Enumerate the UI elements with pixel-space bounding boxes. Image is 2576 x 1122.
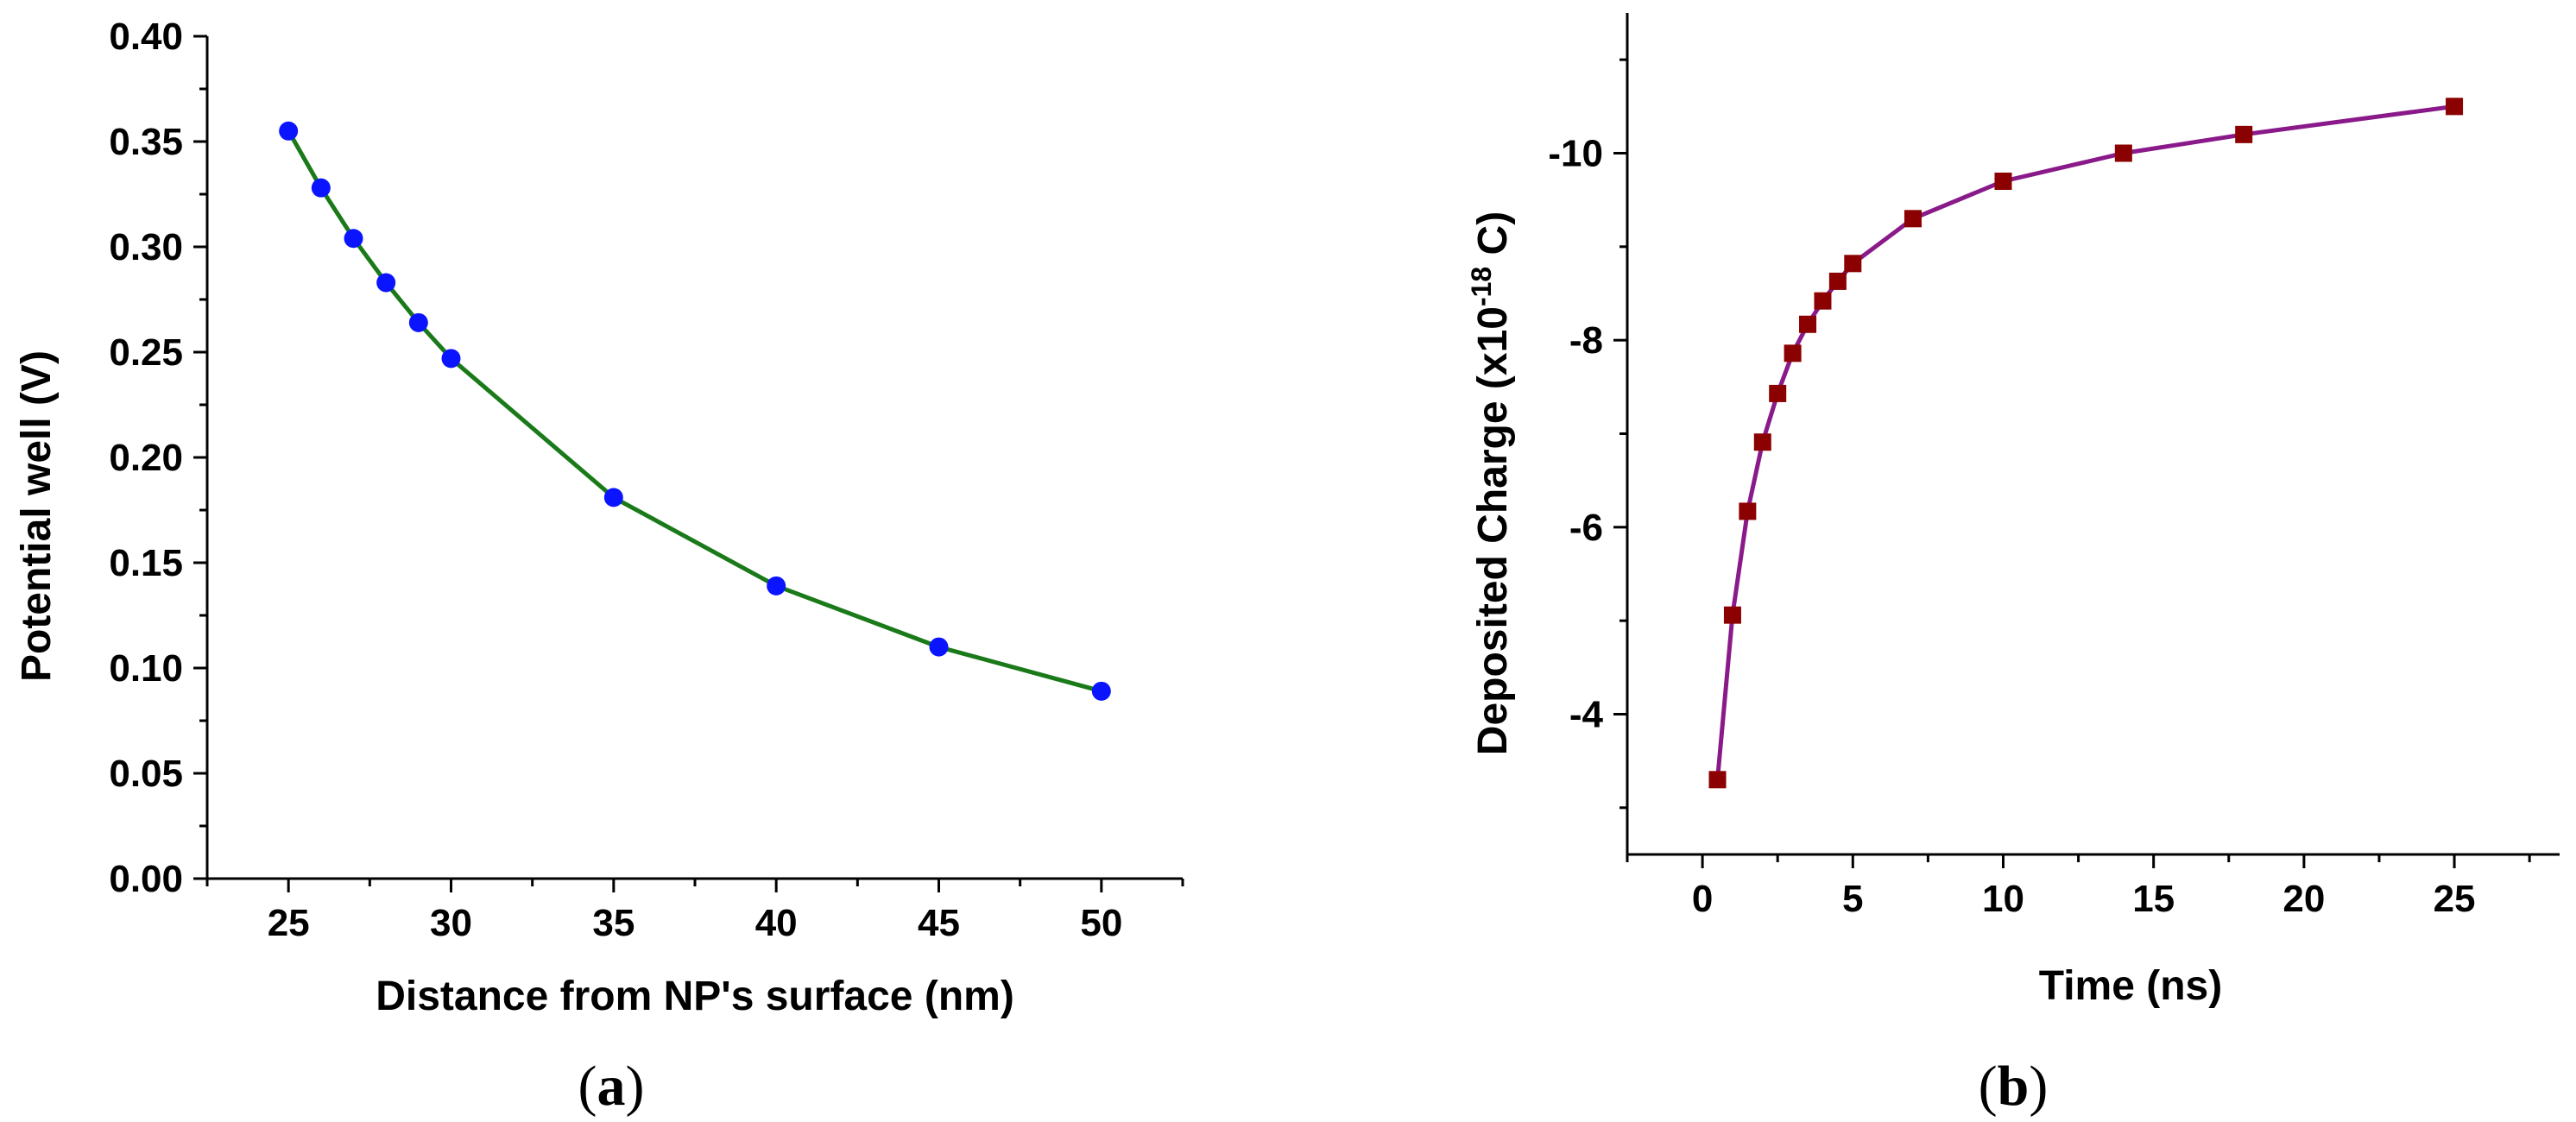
panel-a-x-tick-label: 35 xyxy=(592,902,635,944)
panel-a-y-tick-label: 0.25 xyxy=(109,331,183,374)
panel-b-x-tick-label: 20 xyxy=(2282,878,2325,920)
panel-b-x-tick-label: 5 xyxy=(1842,878,1863,920)
panel-a-x-tick-label: 50 xyxy=(1080,902,1122,944)
panel-a-x-tick-label: 45 xyxy=(918,902,960,944)
panel-a-x-tick-label: 25 xyxy=(268,902,310,944)
panel-b-label: (b) xyxy=(1979,1055,2049,1118)
panel-b-y-tick-label: -8 xyxy=(1569,319,1603,362)
panel-a-data-point xyxy=(1091,681,1111,701)
panel-a-data-point xyxy=(408,312,428,332)
panel-a-label-open: ( xyxy=(578,1055,597,1118)
panel-a-data-point xyxy=(603,488,623,507)
panel-b-data-point xyxy=(1799,315,1817,333)
panel-a-y-tick-label: 0.20 xyxy=(109,437,183,479)
panel-a-data-point xyxy=(344,229,363,249)
panel-b-data-point xyxy=(1784,344,1802,362)
panel-b-data-point xyxy=(1828,272,1847,290)
panel-b-data-point xyxy=(1739,502,1757,520)
panel-a-y-tick-label: 0.00 xyxy=(109,858,183,900)
panel-a-y-axis-title: Potential well (V) xyxy=(14,350,60,682)
panel-b-x-tick-label: 10 xyxy=(1982,878,2024,920)
panel-b-data-point xyxy=(2235,125,2253,143)
panel-a-y-tick-label: 0.35 xyxy=(109,121,183,163)
panel-b-y-axis-title-sup: -18 xyxy=(1466,267,1497,306)
panel-a-data-point xyxy=(311,178,331,198)
panel-b-data-point xyxy=(2446,98,2464,116)
panel-b-x-tick-label: 25 xyxy=(2434,878,2476,920)
panel-b-label-letter: b xyxy=(1998,1055,2030,1118)
panel-b-y-tick-label: -4 xyxy=(1569,694,1604,736)
panel-b-y-tick-label: -10 xyxy=(1548,133,1603,175)
panel-b-data-point xyxy=(1723,606,1741,624)
panel-a-ticks: 25 30 35 40 45 50 0.00 0.05 0.10 0.15 0.20 0.25 0.30… xyxy=(109,16,1184,944)
panel-b-data-point xyxy=(1904,210,1922,228)
panel-a-axes xyxy=(205,36,1183,880)
panel-a-series xyxy=(279,121,1111,701)
panel-b-chart: 0 5 10 15 20 25 -4 -6 -8 -10 Time (ns) Deposited … xyxy=(1466,13,2560,1118)
panel-b-data-point xyxy=(1994,173,2012,190)
panel-a-data-point xyxy=(279,121,299,141)
panel-b-y-axis-title-main: Deposited Charge (x10 xyxy=(1470,306,1516,755)
panel-a-y-tick-label: 0.10 xyxy=(109,647,183,690)
panel-a-series-line xyxy=(287,129,1102,694)
panel-b-data-point xyxy=(1844,255,1862,273)
panel-b-x-tick-label: 15 xyxy=(2132,878,2175,920)
panel-a-label: (a) xyxy=(578,1055,645,1118)
panel-a-data-point xyxy=(767,576,786,596)
panel-b-data-point xyxy=(1753,433,1771,451)
panel-b-y-axis-title-end: C) xyxy=(1470,211,1516,267)
panel-a-x-tick-label: 40 xyxy=(755,902,798,944)
panel-b-data-point xyxy=(1769,384,1787,402)
panel-a-x-axis-title: Distance from NP's surface (nm) xyxy=(376,974,1014,1019)
panel-b-series xyxy=(1708,98,2464,789)
panel-b-y-axis-title: Deposited Charge (x10-18 C) xyxy=(1466,211,1516,755)
panel-a-label-close: ) xyxy=(626,1055,645,1118)
panel-b-series-line xyxy=(1715,104,2455,780)
panel-b-x-axis-title: Time (ns) xyxy=(2039,963,2222,1009)
panel-b-x-tick-label: 0 xyxy=(1692,878,1713,920)
panel-b-data-point xyxy=(1708,771,1727,789)
panel-a-label-letter: a xyxy=(597,1055,626,1118)
panel-b-data-point xyxy=(2114,144,2132,162)
panel-b-y-tick-label: -6 xyxy=(1569,507,1603,549)
panel-a-y-tick-label: 0.30 xyxy=(109,226,183,268)
panel-b-data-point xyxy=(1814,292,1832,310)
panel-b-label-close: ) xyxy=(2029,1055,2048,1118)
panel-a-y-tick-label: 0.40 xyxy=(109,16,183,58)
panel-b-label-open: ( xyxy=(1979,1055,1998,1118)
panel-a-data-point xyxy=(441,349,461,369)
panel-a-data-point xyxy=(929,637,949,657)
panel-a-x-tick-label: 30 xyxy=(430,902,472,944)
panel-b-ticks: 0 5 10 15 20 25 -4 -6 -8 -10 xyxy=(1548,58,2531,920)
panel-a-y-tick-label: 0.15 xyxy=(109,542,183,584)
panel-a-y-tick-label: 0.05 xyxy=(109,753,183,795)
panel-a-chart: 25 30 35 40 45 50 0.00 0.05 0.10 0.15 0.20 0.25 0.30… xyxy=(14,16,1184,1118)
panel-a-data-point xyxy=(376,273,396,293)
